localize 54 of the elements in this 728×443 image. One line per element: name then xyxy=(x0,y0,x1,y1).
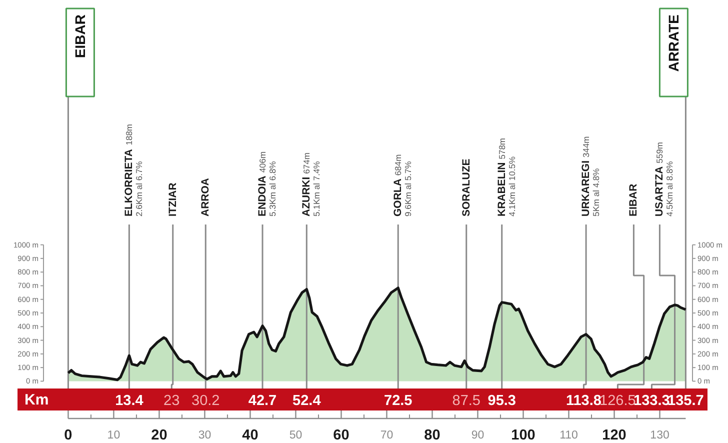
text: 4.5Km al 8.8% xyxy=(664,160,675,216)
ref-line-label: 95.3 xyxy=(488,393,516,409)
ref-line-label: 87.5 xyxy=(452,393,480,409)
x-tick-label: 130 xyxy=(650,430,670,442)
text: 5Km al 4.8% xyxy=(591,168,602,216)
ref-line-label: 13.4 xyxy=(115,393,144,409)
text: GORLA xyxy=(392,178,404,216)
text: SORALUZE xyxy=(460,158,472,216)
text: 188m xyxy=(124,124,134,146)
ref-line-label: 72.5 xyxy=(384,393,412,409)
text: ITZIAR xyxy=(166,182,179,216)
ref-line-label: 135.7 xyxy=(668,393,704,409)
x-tick-label: 20 xyxy=(151,428,168,443)
text: 5.3Km al 6.8% xyxy=(268,160,278,216)
x-tick-label: 110 xyxy=(560,430,578,442)
x-tick-label: 60 xyxy=(333,428,350,443)
text: 674m xyxy=(302,152,312,174)
ref-line-label: 23 xyxy=(164,393,180,409)
text: ARROA xyxy=(200,178,212,216)
ref-line-label: 126.5 xyxy=(600,393,636,409)
x-tick-label: 120 xyxy=(602,428,626,443)
text: 559m xyxy=(654,142,665,164)
text: 578m xyxy=(496,138,507,160)
x-tick-label: 90 xyxy=(471,430,484,442)
ref-line-label: 133.3 xyxy=(634,393,670,409)
text: 406m xyxy=(258,151,268,173)
text: KRABELIN xyxy=(496,162,508,216)
text: 4.1Km al 10.5% xyxy=(506,156,517,216)
x-axis-title: Km xyxy=(24,392,49,408)
text: ELKORRIETA xyxy=(123,148,136,216)
x-tick-label: 80 xyxy=(424,428,440,443)
ref-line-label: 113.8 xyxy=(566,393,602,409)
x-tick-label: 50 xyxy=(289,430,302,442)
text: EIBAR xyxy=(628,183,640,216)
text: 684m xyxy=(393,154,404,176)
x-tick-label: 30 xyxy=(198,430,212,442)
x-tick-label: 100 xyxy=(511,428,536,443)
text: AZURKI xyxy=(300,176,313,216)
text: 9.6Km al 5.7% xyxy=(403,160,414,216)
ref-line-label: 52.4 xyxy=(292,393,321,409)
text: EIBAR xyxy=(72,14,88,58)
text: 2.6Km al 6.7% xyxy=(134,160,144,216)
text: 344m xyxy=(581,136,592,158)
text: ENDOIA xyxy=(256,175,269,216)
x-tick-label: 0 xyxy=(64,428,72,443)
x-tick-label: 10 xyxy=(107,430,120,442)
ref-line-label: 30.2 xyxy=(192,393,220,409)
ref-line-label: 42.7 xyxy=(248,393,277,409)
text: 5.1Km al 7.4% xyxy=(312,160,322,216)
text: USARTZA xyxy=(654,166,666,216)
x-tick-label: 70 xyxy=(380,430,394,442)
text: ARRATE xyxy=(666,14,682,72)
text: URKAREGI xyxy=(580,160,592,216)
x-tick-label: 40 xyxy=(242,428,258,443)
